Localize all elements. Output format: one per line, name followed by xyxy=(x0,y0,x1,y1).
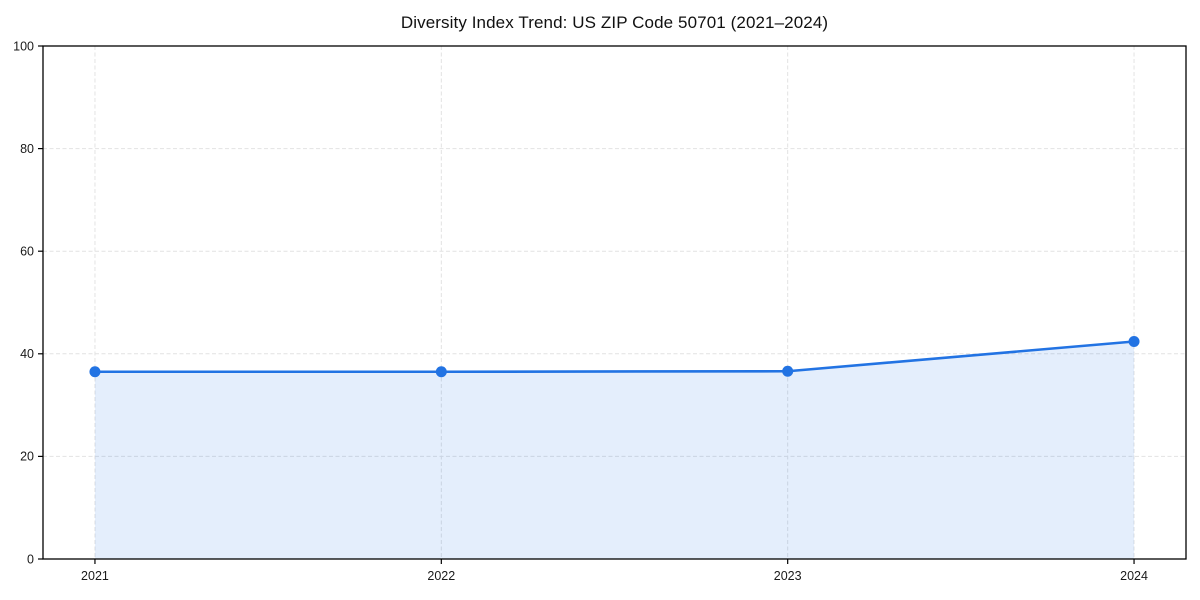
series-area-fill xyxy=(94,341,1135,559)
y-tick-label-40: 40 xyxy=(20,347,34,361)
y-tick-label-0: 0 xyxy=(27,552,34,566)
data-point-2024 xyxy=(1128,335,1140,347)
x-tick-label-2024: 2024 xyxy=(1120,569,1148,583)
series-line xyxy=(93,340,1136,374)
y-tick-label-100: 100 xyxy=(13,39,34,53)
chart-title: Diversity Index Trend: US ZIP Code 50701… xyxy=(400,13,829,32)
plot-border xyxy=(42,45,1187,560)
y-tick-label-20: 20 xyxy=(20,450,34,464)
x-tick-label-2021: 2021 xyxy=(81,569,109,583)
data-point-2021 xyxy=(89,366,101,378)
x-tick-label-2023: 2023 xyxy=(774,569,802,583)
x-tick-label-2022: 2022 xyxy=(427,569,455,583)
data-point-2022 xyxy=(435,366,447,378)
y-tick-label-80: 80 xyxy=(20,142,34,156)
data-point-2023 xyxy=(782,365,794,377)
y-tick-label-60: 60 xyxy=(20,245,34,259)
